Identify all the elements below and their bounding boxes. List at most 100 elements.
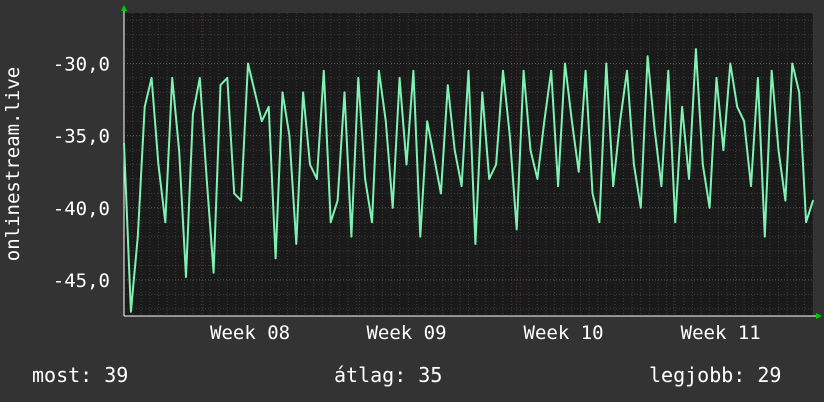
data-point — [254, 91, 256, 94]
x-tick-label: Week 10 — [524, 322, 604, 344]
data-point — [557, 185, 559, 187]
data-point — [309, 163, 311, 166]
data-point — [426, 120, 428, 123]
data-point — [192, 113, 194, 115]
data-point — [185, 276, 187, 278]
data-point — [288, 134, 291, 137]
grid-major — [124, 63, 813, 281]
data-point — [777, 149, 780, 151]
grid-x — [202, 13, 675, 316]
data-point — [612, 185, 614, 187]
y-tick-label: -40,0 — [53, 198, 110, 220]
data-point — [150, 77, 153, 79]
data-point — [419, 235, 422, 238]
data-point — [798, 91, 801, 94]
data-point — [336, 199, 339, 202]
data-point — [295, 243, 298, 245]
data-point — [123, 142, 125, 144]
data-point — [247, 62, 249, 65]
data-point — [302, 91, 304, 94]
data-point — [564, 62, 566, 65]
data-point — [743, 120, 745, 123]
data-point — [164, 221, 167, 224]
data-point — [619, 120, 621, 123]
data-point — [350, 235, 353, 238]
stat-average: átlag: 35 — [334, 363, 443, 387]
y-tick-label: -45,0 — [53, 270, 110, 292]
data-point — [701, 163, 704, 166]
x-tick-label: Week 11 — [681, 322, 761, 344]
data-point — [240, 199, 242, 202]
data-point — [364, 178, 366, 180]
y-tick-labels: -30,0 -35,0 -40,0 -45,0 — [53, 54, 110, 292]
data-point — [219, 84, 222, 86]
data-point — [763, 235, 766, 238]
data-point — [653, 127, 656, 130]
data-point — [143, 105, 146, 108]
y-axis-label: onlinestream.live — [2, 67, 24, 261]
data-point — [646, 55, 649, 58]
data-point — [481, 91, 484, 94]
x-tick-labels: Week 08 Week 09 Week 10 Week 11 — [210, 322, 761, 344]
data-point — [405, 163, 408, 166]
data-point — [371, 221, 373, 224]
data-point — [571, 120, 573, 123]
data-point — [543, 120, 546, 123]
data-point — [412, 69, 415, 72]
x-tick-label: Week 09 — [366, 322, 446, 344]
data-point — [770, 69, 773, 72]
data-point — [750, 185, 752, 187]
data-point — [357, 77, 360, 79]
data-point — [791, 62, 794, 65]
data-point — [261, 120, 263, 123]
stat-current: most: 39 — [32, 363, 129, 387]
data-point — [736, 105, 739, 108]
data-point — [316, 178, 318, 180]
data-point — [198, 77, 201, 79]
data-point — [378, 69, 380, 72]
data-point — [343, 91, 346, 94]
data-point — [550, 69, 552, 72]
data-point — [515, 228, 518, 231]
data-point — [157, 163, 160, 166]
data-point — [812, 199, 814, 202]
data-point — [391, 206, 394, 209]
data-point — [708, 206, 711, 209]
data-point — [639, 206, 642, 209]
data-point — [323, 69, 325, 72]
data-point — [757, 77, 759, 79]
data-point — [605, 62, 608, 65]
data-point — [433, 156, 435, 159]
data-point — [522, 69, 525, 72]
data-point — [398, 77, 401, 79]
data-point — [529, 149, 532, 151]
data-point — [674, 221, 676, 224]
data-point — [440, 192, 442, 195]
y-tick-label: -30,0 — [53, 54, 110, 76]
data-point — [591, 192, 594, 195]
data-point — [502, 69, 504, 72]
data-point — [667, 69, 670, 72]
stat-best: legjobb: 29 — [649, 363, 782, 387]
data-point — [453, 149, 456, 151]
data-point — [136, 235, 139, 238]
x-tick-label: Week 08 — [210, 322, 290, 344]
data-point — [495, 163, 497, 166]
data-point — [460, 185, 463, 187]
data-point — [171, 77, 174, 79]
data-point — [633, 163, 635, 166]
data-point — [584, 69, 587, 72]
data-point — [467, 69, 470, 72]
data-point — [577, 170, 580, 173]
data-point — [178, 149, 180, 151]
data-point — [722, 149, 725, 151]
data-point — [688, 178, 690, 180]
data-point — [385, 120, 387, 123]
data-point — [784, 199, 787, 202]
data-point — [695, 48, 697, 50]
x-axis-arrow — [816, 313, 822, 319]
data-point — [488, 178, 490, 180]
data-point — [212, 271, 215, 274]
data-point — [233, 192, 236, 195]
